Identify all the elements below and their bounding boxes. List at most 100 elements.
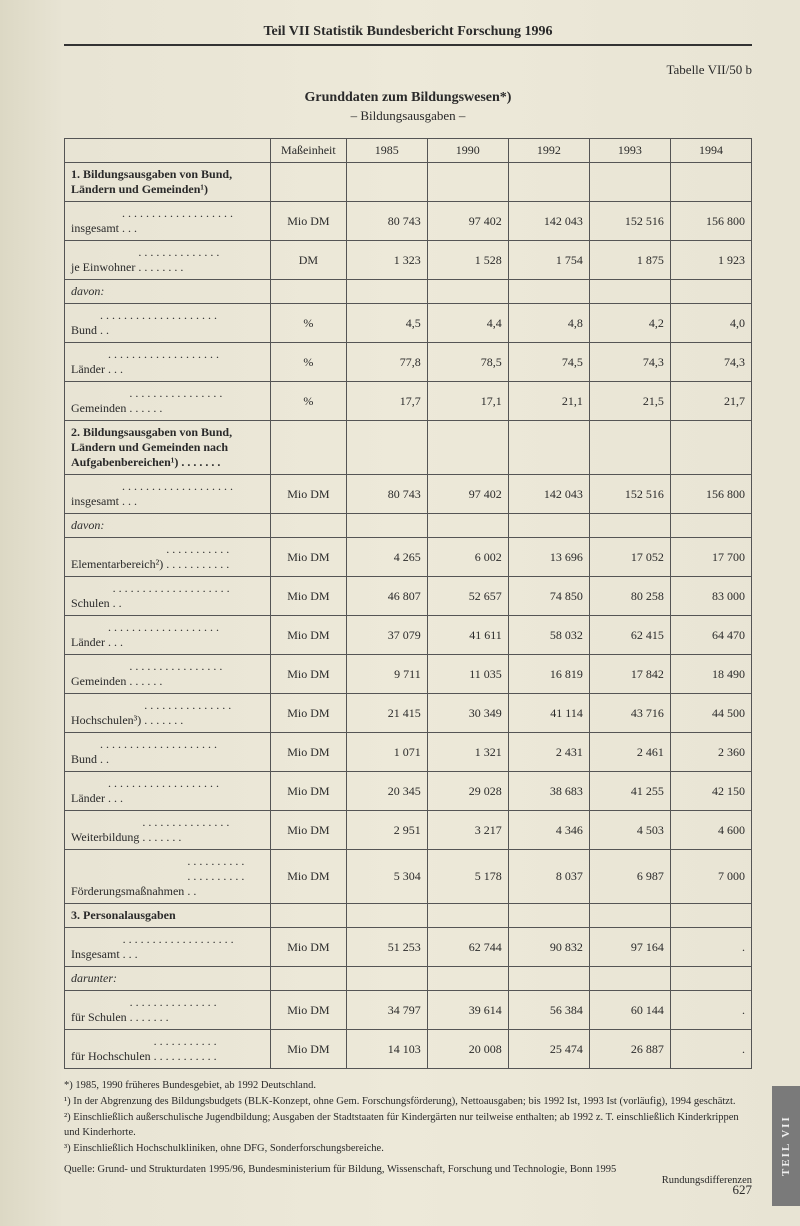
cell-value: 1 071 (346, 733, 427, 772)
cell-value: 74,5 (508, 343, 589, 382)
row-label: Gemeinden . . . . . . . . . . . . . . . … (65, 382, 271, 421)
section-heading: 2. Bildungsausgaben von Bund, Ländern un… (65, 421, 271, 475)
cell-value: 77,8 (346, 343, 427, 382)
cell-value: 38 683 (508, 772, 589, 811)
cell-value: 97 402 (427, 202, 508, 241)
cell-value: 58 032 (508, 616, 589, 655)
cell-value: 4 346 (508, 811, 589, 850)
row-label: je Einwohner . . . . . . . . . . . . . .… (65, 241, 271, 280)
row-unit: Mio DM (271, 1030, 347, 1069)
source-tail: Rundungsdifferenzen (64, 1175, 752, 1186)
row-unit: Mio DM (271, 694, 347, 733)
cell-value: 41 114 (508, 694, 589, 733)
cell-value: 34 797 (346, 991, 427, 1030)
source-text: Quelle: Grund- und Strukturdaten 1995/96… (64, 1164, 616, 1175)
col-year-1: 1990 (427, 139, 508, 163)
cell-value: 2 431 (508, 733, 589, 772)
cell-value: 44 500 (670, 694, 751, 733)
row-unit: Mio DM (271, 616, 347, 655)
cell-value: 2 951 (346, 811, 427, 850)
cell-value: 25 474 (508, 1030, 589, 1069)
cell-value: 5 178 (427, 850, 508, 904)
row-unit: Mio DM (271, 772, 347, 811)
cell-value: 42 150 (670, 772, 751, 811)
row-label: insgesamt . . . . . . . . . . . . . . . … (65, 202, 271, 241)
cell-value: 41 255 (589, 772, 670, 811)
cell-value: 74 850 (508, 577, 589, 616)
cell-value: 17 842 (589, 655, 670, 694)
cell-value: 17,7 (346, 382, 427, 421)
cell-value: 37 079 (346, 616, 427, 655)
row-unit: Mio DM (271, 202, 347, 241)
row-unit: DM (271, 241, 347, 280)
cell-value: 11 035 (427, 655, 508, 694)
row-label: Bund . . . . . . . . . . . . . . . . . .… (65, 304, 271, 343)
col-year-2: 1992 (508, 139, 589, 163)
cell-value: 142 043 (508, 475, 589, 514)
row-label: für Hochschulen . . . . . . . . . . . . … (65, 1030, 271, 1069)
cell-value: 56 384 (508, 991, 589, 1030)
cell-value: 4,4 (427, 304, 508, 343)
cell-value: 17,1 (427, 382, 508, 421)
row-unit: Mio DM (271, 475, 347, 514)
cell-value: . (670, 928, 751, 967)
row-unit: Mio DM (271, 991, 347, 1030)
table-head: Maßeinheit 1985 1990 1992 1993 1994 (65, 139, 752, 163)
col-year-3: 1993 (589, 139, 670, 163)
table-reference: Tabelle VII/50 b (64, 62, 752, 78)
cell-value: 97 164 (589, 928, 670, 967)
page-number: 627 (733, 1182, 753, 1198)
section-heading: 3. Personalausgaben (65, 904, 271, 928)
cell-value: 21,5 (589, 382, 670, 421)
col-year-0: 1985 (346, 139, 427, 163)
cell-value: 21,1 (508, 382, 589, 421)
cell-value (346, 514, 427, 538)
cell-value: 4 503 (589, 811, 670, 850)
cell-value: 2 360 (670, 733, 751, 772)
cell-value: 21 415 (346, 694, 427, 733)
cell-value: 1 875 (589, 241, 670, 280)
cell-value: 60 144 (589, 991, 670, 1030)
row-label: Insgesamt . . . . . . . . . . . . . . . … (65, 928, 271, 967)
row-unit: Mio DM (271, 538, 347, 577)
cell-value: 156 800 (670, 202, 751, 241)
cell-value (346, 280, 427, 304)
cell-value (589, 280, 670, 304)
cell-value: 8 037 (508, 850, 589, 904)
cell-value: 17 700 (670, 538, 751, 577)
row-unit: % (271, 304, 347, 343)
col-year-4: 1994 (670, 139, 751, 163)
row-unit: Mio DM (271, 928, 347, 967)
cell-value: 20 008 (427, 1030, 508, 1069)
cell-value: 39 614 (427, 991, 508, 1030)
cell-value: 62 415 (589, 616, 670, 655)
row-unit: Mio DM (271, 850, 347, 904)
section-heading: 1. Bildungsausgaben von Bund, Ländern un… (65, 163, 271, 202)
cell-value: 46 807 (346, 577, 427, 616)
header-bar: Teil VII Statistik Bundesbericht Forschu… (64, 24, 752, 46)
cell-value: 4,0 (670, 304, 751, 343)
cell-value: 1 321 (427, 733, 508, 772)
cell-value: 4,2 (589, 304, 670, 343)
footnote: ¹) In der Abgrenzung des Bildungsbudgets… (64, 1095, 752, 1109)
cell-value: 4,5 (346, 304, 427, 343)
cell-value: 152 516 (589, 475, 670, 514)
cell-value: 4 600 (670, 811, 751, 850)
cell-value: 6 002 (427, 538, 508, 577)
title-block: Grunddaten zum Bildungswesen*) – Bildung… (64, 90, 752, 124)
cell-value: 83 000 (670, 577, 751, 616)
cell-value: 64 470 (670, 616, 751, 655)
cell-value (427, 967, 508, 991)
row-label: darunter: (65, 967, 271, 991)
cell-value: 80 743 (346, 475, 427, 514)
cell-value: 18 490 (670, 655, 751, 694)
cell-value (346, 967, 427, 991)
footnote: *) 1985, 1990 früheres Bundesgebiet, ab … (64, 1079, 752, 1093)
title-sub: – Bildungsausgaben – (64, 108, 752, 124)
row-unit (271, 514, 347, 538)
cell-value: 26 887 (589, 1030, 670, 1069)
row-unit (271, 967, 347, 991)
cell-value: 74,3 (589, 343, 670, 382)
cell-value: 20 345 (346, 772, 427, 811)
cell-value: 80 258 (589, 577, 670, 616)
